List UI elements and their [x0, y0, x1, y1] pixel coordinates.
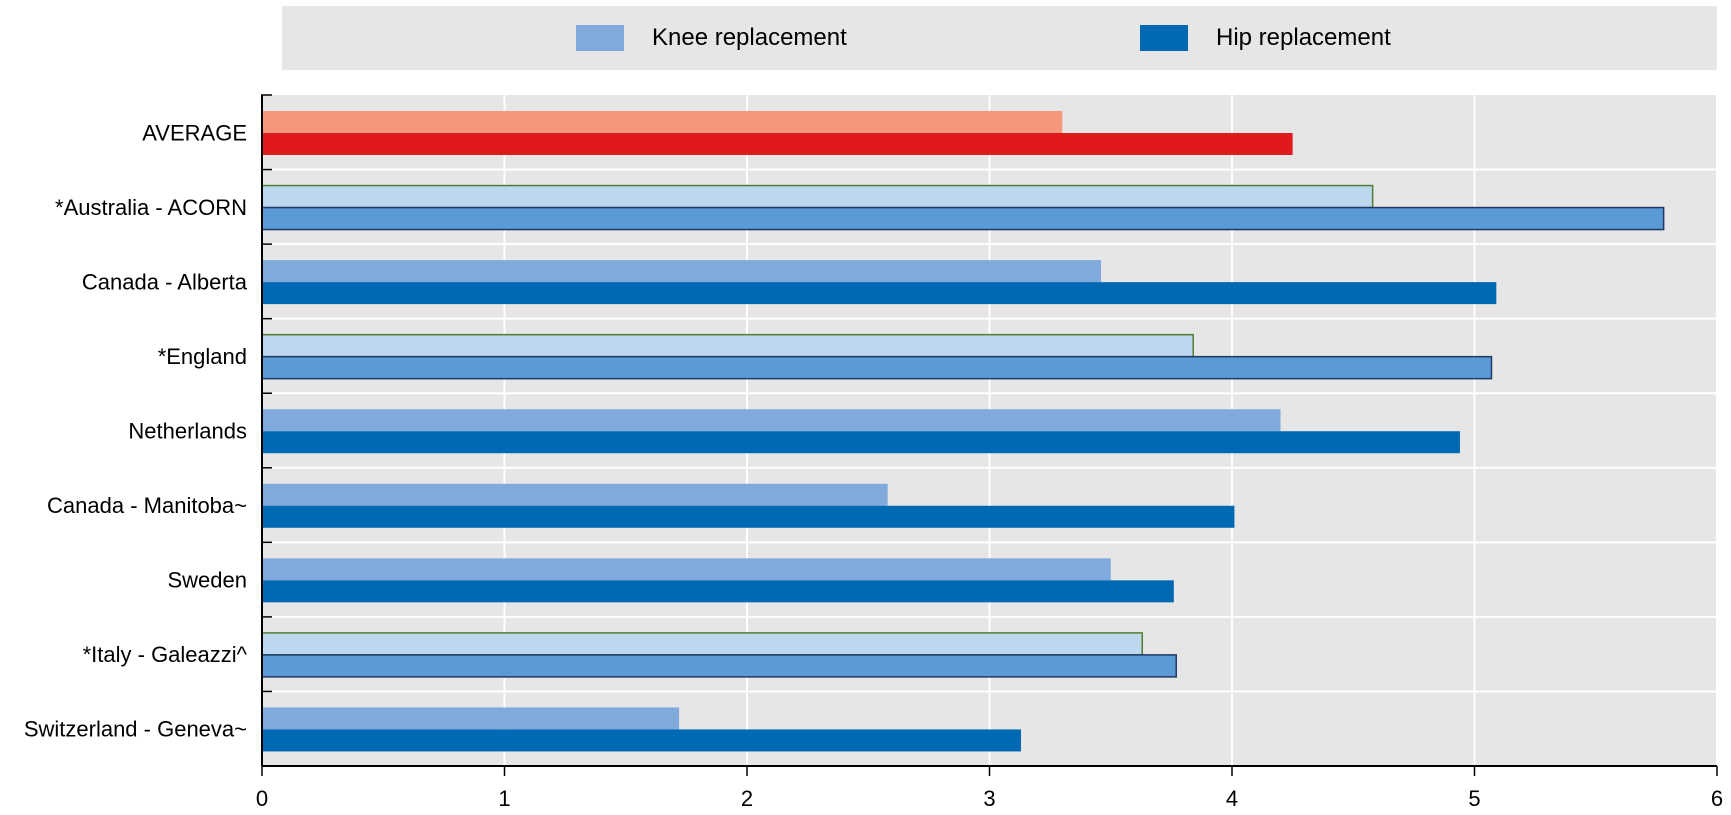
bar-knee	[261, 333, 1194, 358]
category-label: *Italy - Galeazzi^	[83, 642, 248, 667]
x-tick-label: 5	[1468, 786, 1480, 811]
x-tick-label: 4	[1226, 786, 1238, 811]
category-label: Sweden	[167, 568, 247, 593]
legend-swatch-knee	[576, 25, 624, 51]
legend-swatch-hip	[1140, 25, 1188, 51]
bar-hip	[262, 282, 1497, 305]
bar-knee	[261, 184, 1374, 209]
category-label: *England	[158, 344, 247, 369]
legend: Knee replacement Hip replacement	[282, 6, 1717, 70]
legend-label-knee: Knee replacement	[652, 24, 847, 51]
legend-item-knee: Knee replacement	[576, 6, 847, 70]
bar-hip	[262, 431, 1460, 454]
x-tick-label: 0	[256, 786, 268, 811]
bar-knee	[261, 632, 1144, 656]
bar-knee	[262, 483, 888, 506]
x-tick-label: 1	[498, 786, 510, 811]
bar-hip	[262, 505, 1235, 528]
bar-hip	[262, 580, 1174, 603]
x-tick-label: 6	[1711, 786, 1723, 811]
bar-hip	[261, 654, 1177, 678]
bar-knee	[262, 260, 1102, 283]
bar-knee	[262, 707, 680, 730]
bar-hip	[261, 355, 1493, 380]
category-label: Switzerland - Geneva~	[24, 717, 247, 742]
category-label: Netherlands	[128, 419, 247, 444]
bar-hip	[261, 206, 1665, 231]
category-label: Canada - Manitoba~	[47, 493, 247, 518]
x-tick-label: 3	[983, 786, 995, 811]
bar-knee	[262, 558, 1111, 581]
bar-hip	[262, 133, 1293, 155]
category-label: Canada - Alberta	[82, 269, 248, 294]
legend-item-hip: Hip replacement	[1140, 6, 1391, 70]
bar-knee	[262, 409, 1281, 432]
category-label: AVERAGE	[142, 120, 247, 145]
legend-label-hip: Hip replacement	[1216, 24, 1391, 51]
category-label: *Australia - ACORN	[55, 195, 247, 220]
bar-hip	[262, 729, 1022, 752]
bar-knee	[262, 111, 1063, 133]
x-tick-label: 2	[741, 786, 753, 811]
